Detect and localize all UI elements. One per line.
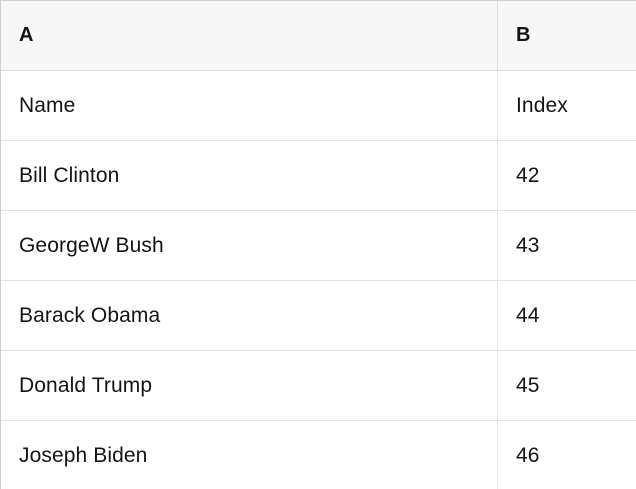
column-header-b[interactable]: B <box>498 1 636 71</box>
cell-a3[interactable]: GeorgeW Bush <box>1 211 498 281</box>
cell-a5[interactable]: Donald Trump <box>1 351 498 421</box>
cell-b4[interactable]: 44 <box>498 281 636 351</box>
cell-b6[interactable]: 46 <box>498 421 636 489</box>
cell-b1[interactable]: Index <box>498 71 636 141</box>
cell-b3[interactable]: 43 <box>498 211 636 281</box>
cell-a1[interactable]: Name <box>1 71 498 141</box>
cell-b2[interactable]: 42 <box>498 141 636 211</box>
cell-a4[interactable]: Barack Obama <box>1 281 498 351</box>
column-header-a[interactable]: A <box>1 1 498 71</box>
cell-a2[interactable]: Bill Clinton <box>1 141 498 211</box>
cell-b5[interactable]: 45 <box>498 351 636 421</box>
cell-a6[interactable]: Joseph Biden <box>1 421 498 489</box>
